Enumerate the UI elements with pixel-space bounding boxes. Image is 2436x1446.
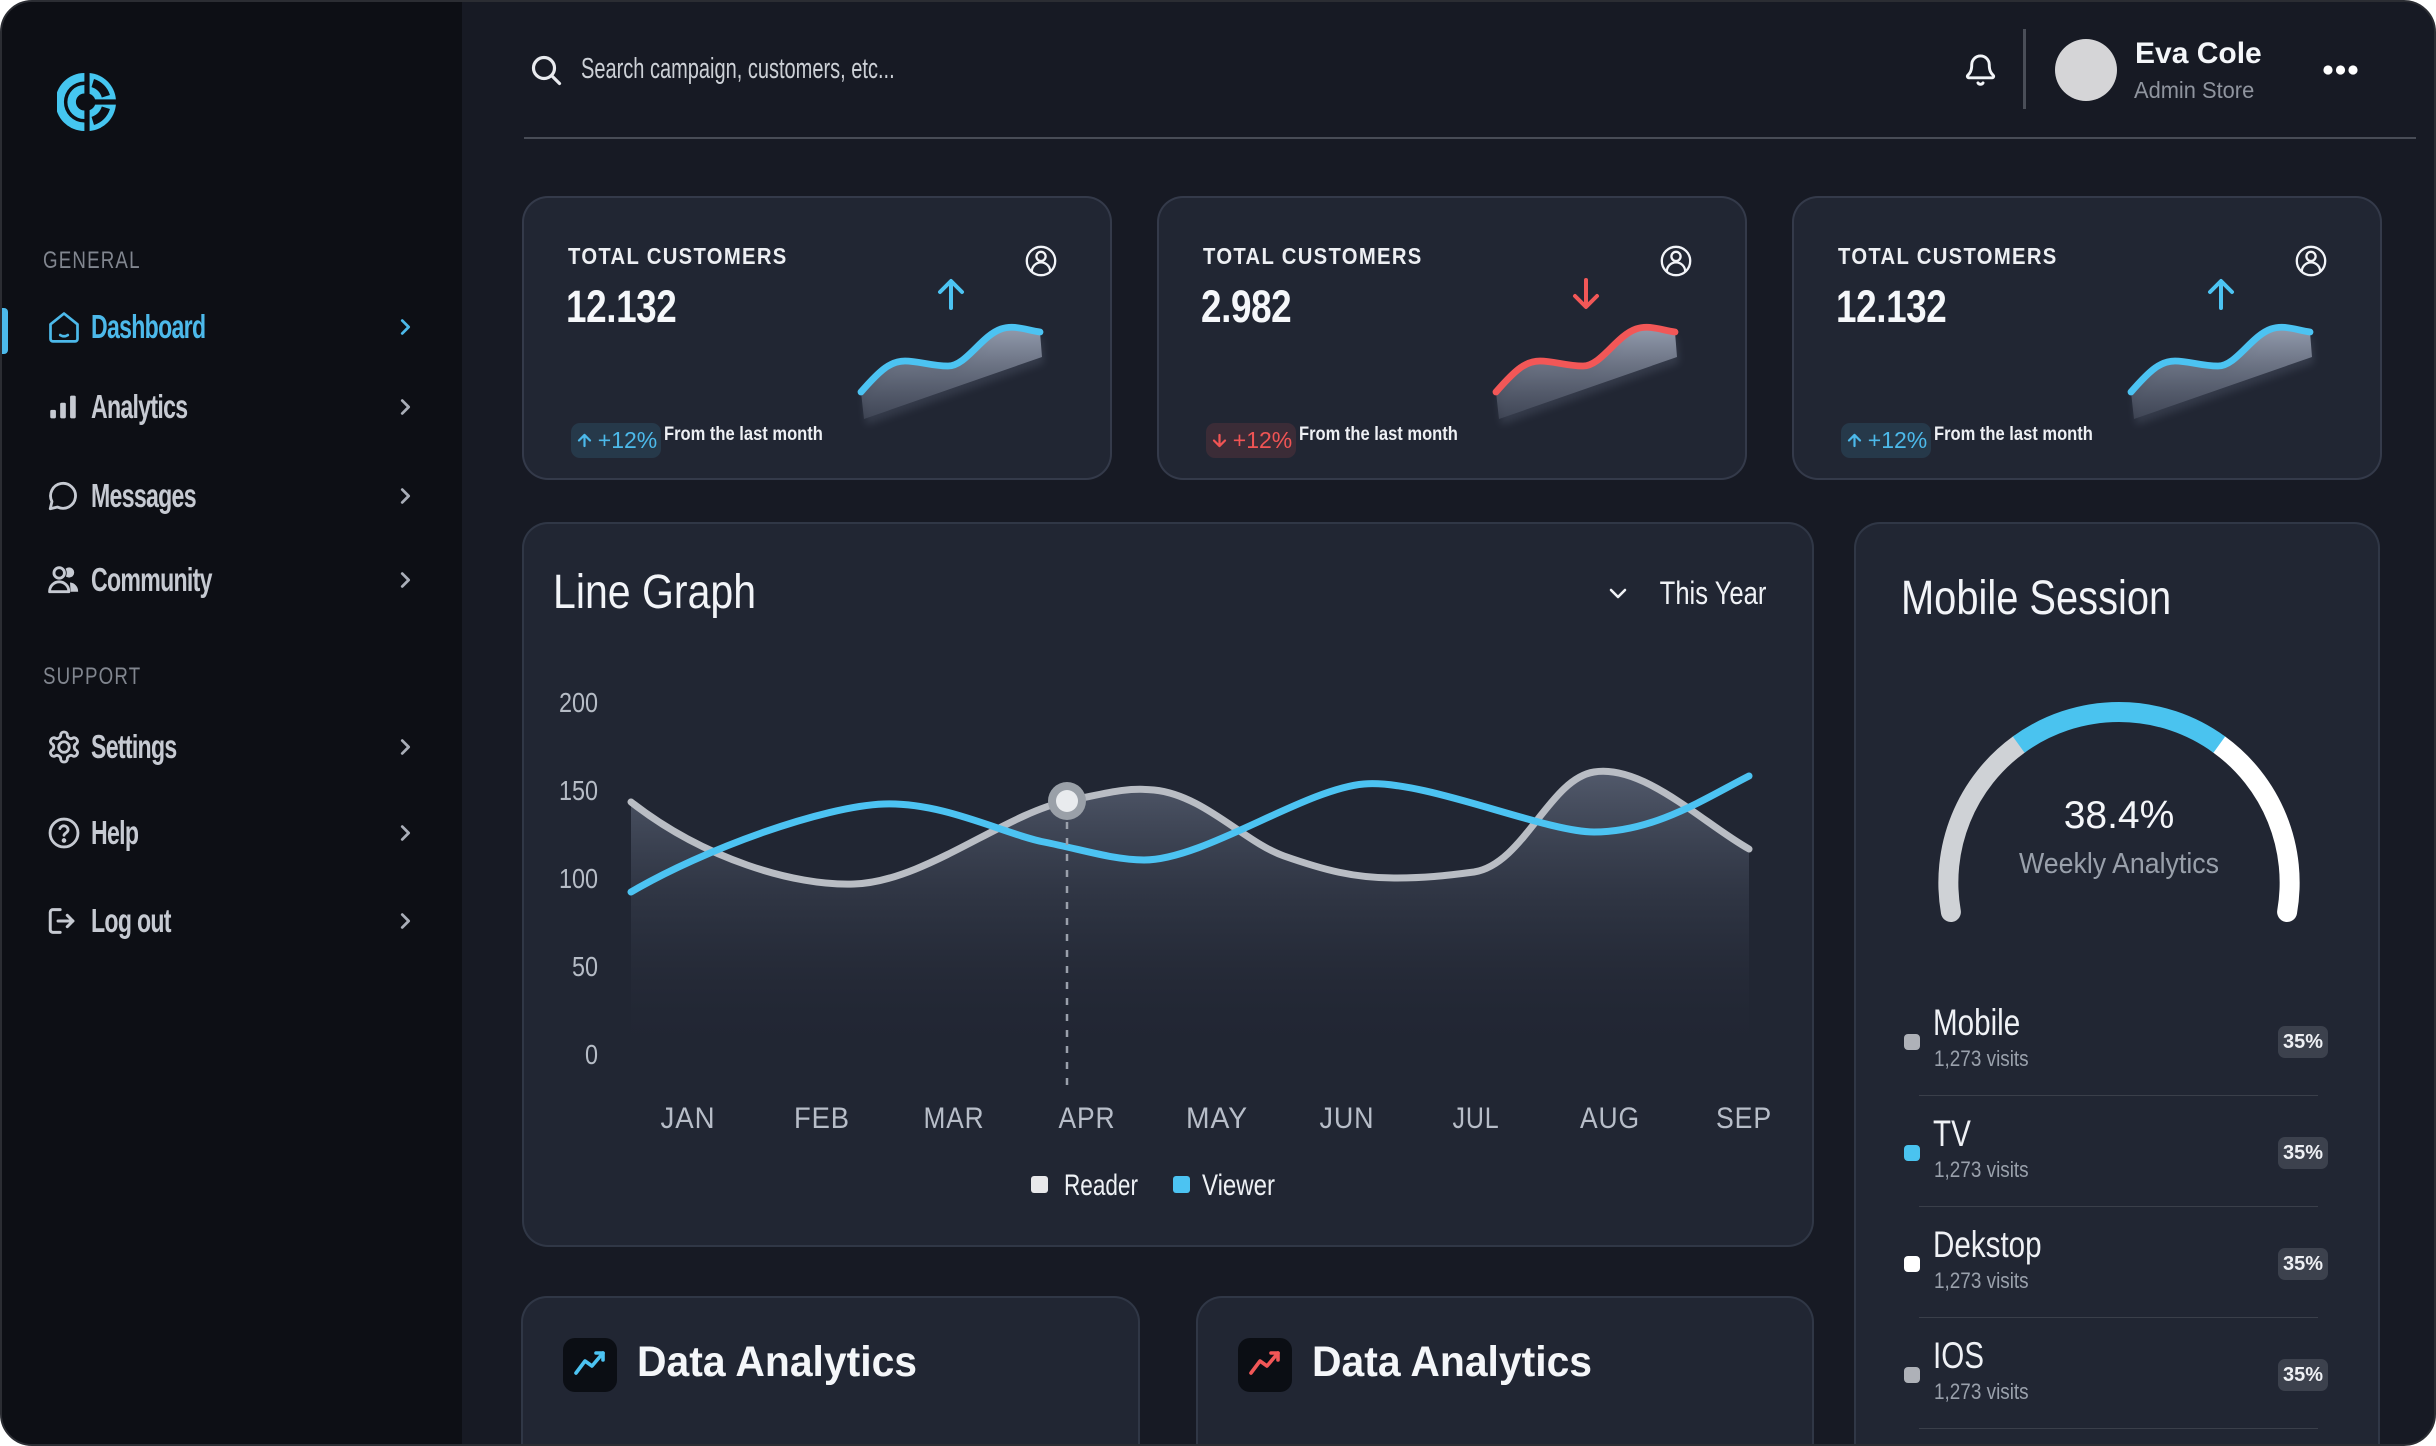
svg-text:SEP: SEP <box>1716 1102 1772 1135</box>
svg-text:100: 100 <box>559 863 598 894</box>
svg-text:APR: APR <box>1059 1102 1116 1135</box>
svg-text:MAR: MAR <box>924 1102 985 1135</box>
svg-text:38.4%: 38.4% <box>2064 794 2175 837</box>
svg-text:Viewer: Viewer <box>1202 1169 1275 1202</box>
svg-text:200: 200 <box>559 687 598 718</box>
svg-text:JUN: JUN <box>1320 1102 1375 1135</box>
svg-text:JAN: JAN <box>661 1102 716 1135</box>
svg-text:JUL: JUL <box>1453 1102 1500 1135</box>
svg-text:0: 0 <box>585 1039 598 1070</box>
svg-text:Reader: Reader <box>1064 1169 1138 1202</box>
svg-text:150: 150 <box>559 775 598 806</box>
svg-text:50: 50 <box>572 951 598 982</box>
svg-text:AUG: AUG <box>1580 1102 1640 1135</box>
svg-text:FEB: FEB <box>794 1102 850 1135</box>
svg-text:Weekly Analytics: Weekly Analytics <box>2019 848 2219 880</box>
svg-text:MAY: MAY <box>1186 1102 1248 1135</box>
